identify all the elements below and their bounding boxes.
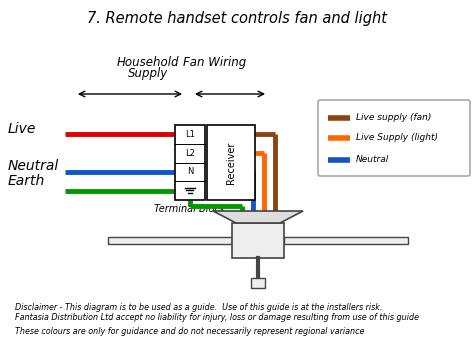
Text: Disclaimer - This diagram is to be used as a guide.  Use of this guide is at the: Disclaimer - This diagram is to be used …	[15, 303, 383, 312]
Text: L2: L2	[185, 149, 195, 158]
Bar	[232, 223, 284, 258]
Text: Household: Household	[117, 56, 179, 69]
Text: Live Supply (light): Live Supply (light)	[356, 134, 438, 143]
Text: Earth: Earth	[8, 174, 45, 188]
Text: These colours are only for guidance and do not necessarily represent regional va: These colours are only for guidance and …	[15, 326, 365, 336]
Bar	[108, 237, 232, 244]
Text: Fan Wiring: Fan Wiring	[183, 56, 246, 69]
Text: Fantasia Distribution Ltd accept no liability for injury, loss or damage resulti: Fantasia Distribution Ltd accept no liab…	[15, 312, 419, 322]
Text: Receiver: Receiver	[226, 141, 236, 184]
Text: L1: L1	[185, 130, 195, 139]
Bar	[284, 237, 408, 244]
Polygon shape	[213, 211, 303, 223]
Bar	[175, 125, 205, 200]
Text: 7. Remote handset controls fan and light: 7. Remote handset controls fan and light	[87, 11, 387, 26]
Text: Live supply (fan): Live supply (fan)	[356, 113, 431, 122]
Text: Neutral: Neutral	[8, 159, 59, 173]
Text: Terminal Block: Terminal Block	[154, 204, 226, 214]
Text: Live: Live	[8, 122, 36, 136]
Text: Supply: Supply	[128, 67, 168, 80]
Text: Neutral: Neutral	[356, 155, 389, 164]
FancyBboxPatch shape	[318, 100, 470, 176]
Bar	[251, 278, 265, 288]
Bar	[207, 125, 255, 200]
Text: N: N	[187, 167, 193, 176]
